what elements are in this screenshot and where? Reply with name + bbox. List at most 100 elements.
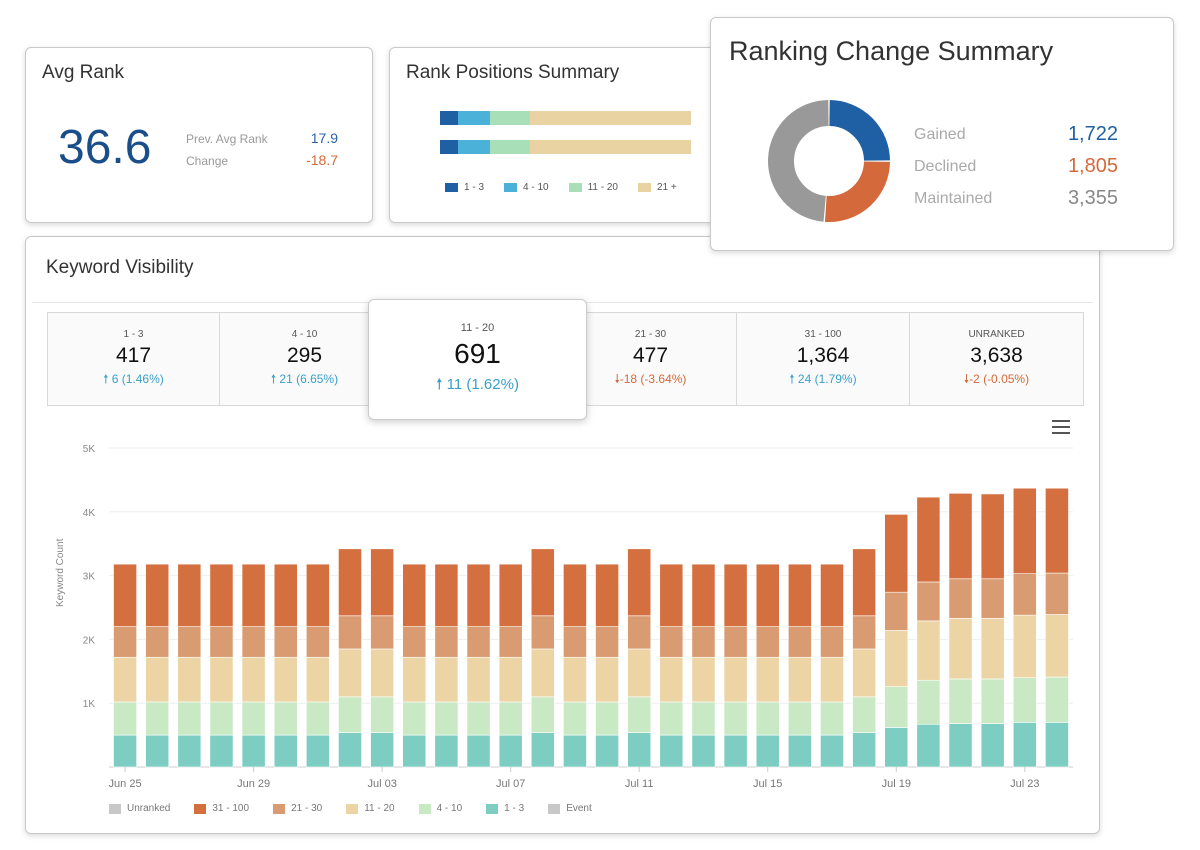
chart-legend-item[interactable]: 1 - 3 [486, 803, 524, 814]
bar-segment[interactable] [563, 656, 587, 703]
bar-segment[interactable] [466, 734, 491, 768]
bar-segment[interactable] [305, 563, 330, 627]
bar-segment[interactable] [498, 656, 523, 703]
bar-segment[interactable] [370, 696, 395, 733]
bar-segment[interactable] [273, 563, 298, 627]
bar-segment[interactable] [209, 626, 234, 658]
bar-segment[interactable] [1012, 614, 1037, 678]
legend-item[interactable]: 11 - 20 [568, 182, 618, 193]
tile-11-20[interactable]: 11 - 20 691 🠕 11 (1.62%) [368, 299, 587, 420]
bar-segment[interactable] [916, 496, 941, 583]
bar-segment[interactable] [241, 701, 266, 736]
bar-segment[interactable] [241, 734, 266, 768]
donut-slice-gained[interactable] [828, 100, 890, 162]
bar-segment[interactable] [273, 701, 298, 736]
bar-segment[interactable] [530, 615, 555, 650]
bar-segment[interactable] [145, 701, 170, 736]
bar-segment[interactable] [145, 734, 170, 768]
bar-segment[interactable] [305, 734, 330, 768]
bar-segment[interactable] [755, 563, 780, 627]
tile-21-30[interactable]: 21 - 30 477 🠗-18 (-3.64%) [565, 313, 737, 405]
bar-segment[interactable] [338, 732, 362, 768]
bar-segment[interactable] [402, 563, 427, 627]
bar-segment[interactable] [273, 734, 298, 768]
bar-segment[interactable] [723, 701, 748, 736]
tile-31-100[interactable]: 31 - 100 1,364 🠕 24 (1.79%) [737, 313, 910, 405]
bar-segment[interactable] [370, 615, 395, 650]
bar-segment[interactable] [434, 656, 459, 703]
donut-slice-maintained[interactable] [768, 100, 830, 222]
legend-item[interactable]: 4 - 10 [504, 182, 549, 193]
bar-segment[interactable] [820, 656, 844, 703]
bar-segment[interactable] [1045, 614, 1069, 678]
bar-segment[interactable] [852, 696, 877, 733]
bar-segment[interactable] [113, 563, 137, 627]
bar-segment[interactable] [980, 493, 1005, 580]
tile-unranked[interactable]: UNRANKED 3,638 🠗-2 (-0.05%) [910, 313, 1083, 405]
bar-segment[interactable] [595, 626, 619, 658]
chart-legend-item[interactable]: Event [548, 803, 592, 814]
bar-segment[interactable] [755, 734, 780, 768]
bar-segment[interactable] [595, 563, 619, 627]
bar-segment[interactable] [852, 648, 877, 698]
bar-segment[interactable] [145, 626, 170, 658]
bar-segment[interactable] [852, 615, 877, 650]
bar-segment[interactable] [948, 678, 973, 724]
bar-segment[interactable] [852, 732, 877, 768]
bar-segment[interactable] [948, 618, 973, 680]
bar-segment[interactable] [177, 626, 202, 658]
bar-segment[interactable] [820, 734, 844, 768]
bar-segment[interactable] [691, 563, 716, 627]
bar-segment[interactable] [305, 701, 330, 736]
bar-segment[interactable] [241, 626, 266, 658]
bar-segment[interactable] [1045, 722, 1069, 768]
bar-segment[interactable] [980, 618, 1005, 680]
bar-segment[interactable] [948, 578, 973, 619]
bar-segment[interactable] [980, 723, 1005, 768]
bar-segment[interactable] [498, 701, 523, 736]
bar-segment[interactable] [627, 548, 652, 617]
bar-segment[interactable] [659, 626, 684, 658]
bar-segment[interactable] [755, 626, 780, 658]
bar-segment[interactable] [177, 656, 202, 703]
bar-segment[interactable] [916, 723, 941, 768]
bar-segment[interactable] [595, 656, 619, 703]
bar-segment[interactable] [852, 548, 877, 617]
bar-segment[interactable] [338, 648, 362, 698]
chart-legend-item[interactable]: 31 - 100 [194, 803, 249, 814]
bar-segment[interactable] [113, 734, 137, 768]
bar-segment[interactable] [755, 701, 780, 736]
bar-segment[interactable] [787, 563, 812, 627]
bar-segment[interactable] [370, 648, 395, 698]
legend-item[interactable]: 21 + [637, 182, 677, 193]
bar-segment[interactable] [1012, 487, 1037, 574]
bar-segment[interactable] [627, 696, 652, 733]
bar-segment[interactable] [209, 563, 234, 627]
legend-item[interactable]: 1 - 3 [445, 182, 484, 193]
bar-segment[interactable] [338, 696, 362, 733]
bar-segment[interactable] [113, 656, 137, 703]
bar-segment[interactable] [563, 734, 587, 768]
bar-segment[interactable] [820, 701, 844, 736]
hamburger-menu-icon[interactable] [1052, 420, 1070, 434]
bar-segment[interactable] [498, 563, 523, 627]
bar-segment[interactable] [177, 734, 202, 768]
bar-segment[interactable] [691, 656, 716, 703]
bar-segment[interactable] [1012, 573, 1037, 616]
bar-segment[interactable] [884, 630, 909, 687]
chart-legend-item[interactable]: 4 - 10 [418, 803, 462, 814]
bar-segment[interactable] [884, 686, 909, 728]
bar-segment[interactable] [1045, 676, 1069, 723]
chart-legend-item[interactable]: 11 - 20 [346, 803, 395, 814]
bar-segment[interactable] [916, 581, 941, 622]
ranking-change-donut[interactable] [766, 98, 892, 224]
bar-segment[interactable] [884, 591, 909, 631]
bar-segment[interactable] [595, 701, 619, 736]
bar-segment[interactable] [723, 656, 748, 703]
bar-segment[interactable] [530, 648, 555, 698]
bar-segment[interactable] [691, 734, 716, 768]
bar-segment[interactable] [659, 656, 684, 703]
bar-segment[interactable] [980, 678, 1005, 724]
bar-segment[interactable] [627, 648, 652, 698]
bar-segment[interactable] [691, 626, 716, 658]
